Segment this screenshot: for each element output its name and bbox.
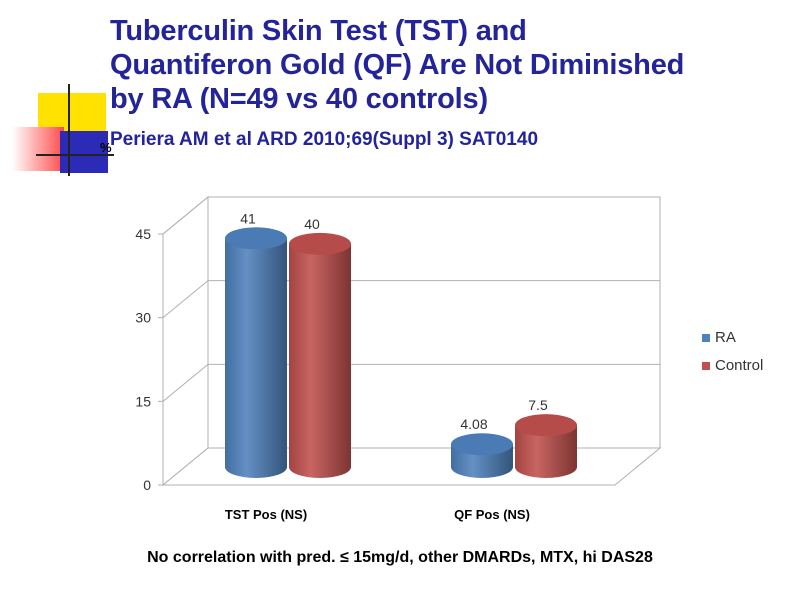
data-label: 4.08: [460, 416, 487, 432]
bar-top: [515, 414, 577, 437]
data-label: 41: [240, 210, 256, 226]
bar-top: [451, 433, 513, 456]
bar-top: [225, 227, 287, 250]
deco-vertical-line: [68, 84, 70, 176]
title-line-1: Tuberculin Skin Test (TST) and: [110, 15, 527, 47]
data-label: 7.5: [528, 397, 548, 413]
deco-red-square: [12, 127, 64, 171]
y-tick-label: 45: [135, 226, 151, 242]
legend-label: RA: [715, 329, 736, 346]
slide-subtitle: Periera AM et al ARD 2010;69(Suppl 3) SA…: [110, 129, 539, 150]
deco-horizontal-line: [36, 154, 114, 156]
x-category-label: QF Pos (NS): [454, 507, 530, 522]
slide-title: Tuberculin Skin Test (TST) and Quantifer…: [110, 14, 684, 116]
chart-side-wall: [162, 195, 209, 487]
legend-swatch: [702, 362, 710, 370]
y-tick-label: 0: [143, 477, 151, 493]
y-tick-label: 15: [135, 393, 151, 409]
gridline: [162, 363, 660, 402]
bar: [515, 425, 577, 478]
bar: [289, 243, 351, 478]
bar: [225, 238, 287, 478]
gridline: [162, 196, 660, 235]
footnote: No correlation with pred. ≤ 15mg/d, othe…: [147, 549, 653, 566]
x-category-label: TST Pos (NS): [225, 507, 307, 522]
title-line-2: Quantiferon Gold (QF) Are Not Diminished: [110, 49, 685, 81]
bar-top: [289, 232, 351, 255]
y-axis-unit-label: %: [100, 140, 112, 155]
legend-label: Control: [715, 357, 763, 374]
gridline: [162, 280, 660, 319]
legend-swatch: [702, 334, 710, 342]
data-label: 40: [304, 216, 320, 232]
y-tick-label: 30: [135, 310, 151, 326]
title-line-3: by RA (N=49 vs 40 controls): [110, 83, 488, 115]
